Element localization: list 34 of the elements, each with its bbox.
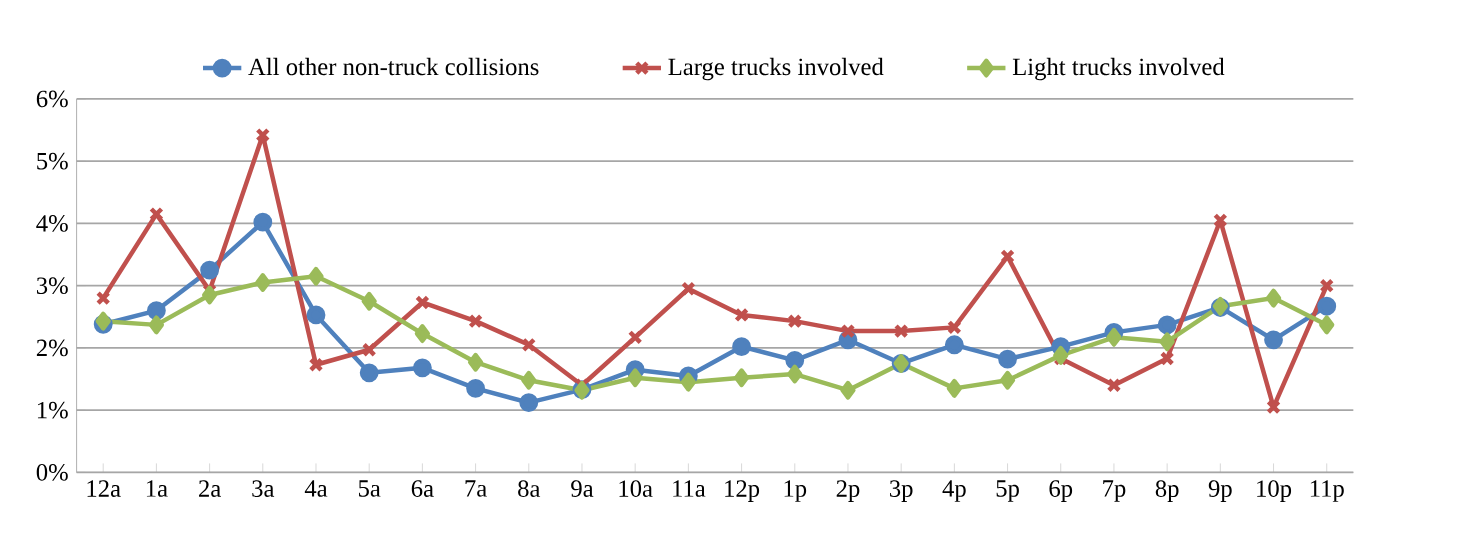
legend-label: All other non-truck collisions: [248, 57, 539, 76]
x-tick-label: 8a: [518, 480, 541, 497]
x-tick-label: 11a: [673, 480, 706, 497]
y-tick-label: 2%: [36, 339, 68, 357]
x-tick-label: 3a: [252, 480, 275, 497]
y-tick-label: 3%: [36, 277, 68, 294]
x-tick-label: 7a: [465, 480, 487, 497]
x-tick-label: 11p: [1310, 480, 1344, 502]
x-tick-label: 10p: [1257, 480, 1292, 502]
x-tick-label: 9p: [1208, 480, 1232, 502]
x-tick-label: 2a: [199, 480, 221, 497]
x-tick-label: 5p: [996, 480, 1019, 502]
y-tick-label: 5%: [37, 152, 68, 170]
y-tick-label: 0%: [36, 463, 68, 481]
x-tick-label: 3p: [890, 480, 913, 502]
y-tick-label: 6%: [36, 90, 68, 108]
y-tick-label: 4%: [36, 214, 68, 232]
x-tick-label: 10a: [619, 480, 653, 497]
x-tick-label: 5a: [358, 480, 381, 497]
legend-label: Large trucks involved: [668, 57, 884, 81]
x-tick-label: 9a: [571, 480, 594, 497]
x-tick-label: 6p: [1049, 480, 1073, 502]
x-tick-label: 12a: [87, 480, 121, 497]
x-tick-label: 2p: [836, 480, 860, 502]
x-tick-label: 12p: [725, 480, 760, 502]
x-tick-label: 1p: [784, 480, 807, 502]
x-tick-label: 8p: [1155, 480, 1179, 502]
y-tick-label: 1%: [37, 401, 68, 419]
legend-label: Light trucks involved: [1012, 57, 1225, 81]
x-tick-label: 6a: [411, 480, 434, 497]
x-tick-label: 4a: [304, 480, 328, 497]
x-tick-label: 4p: [942, 480, 966, 502]
x-tick-label: 1a: [146, 480, 168, 497]
x-tick-label: 7p: [1103, 480, 1126, 502]
